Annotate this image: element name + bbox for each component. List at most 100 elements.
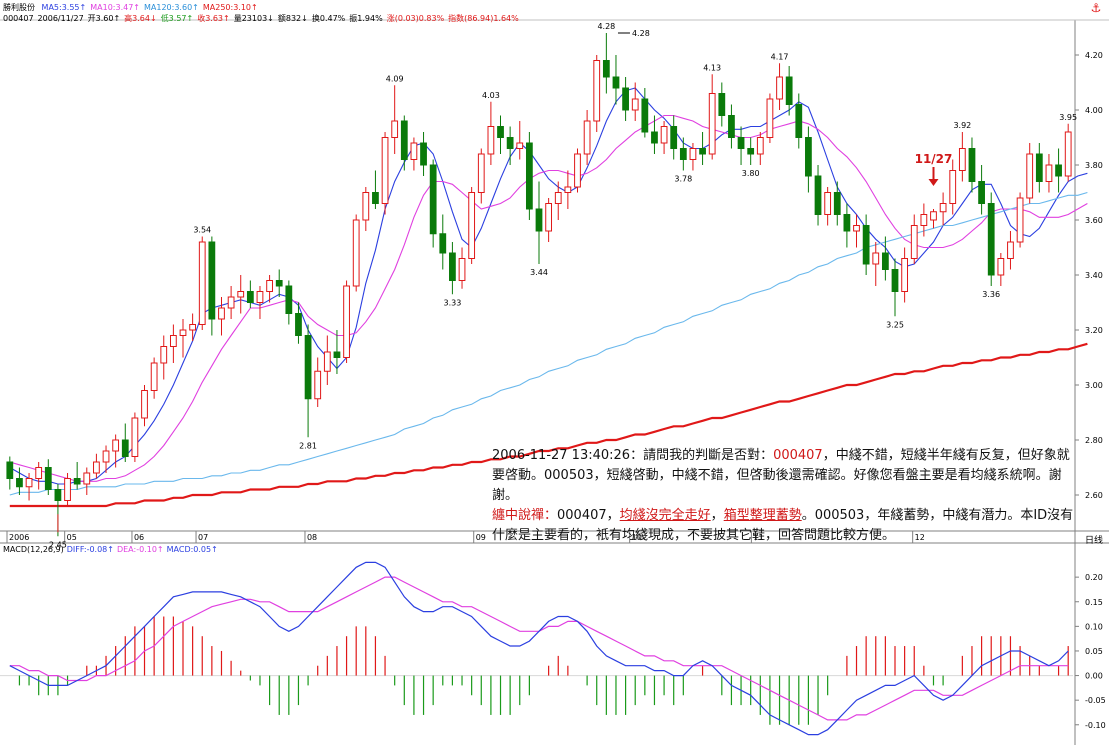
candle-body — [805, 137, 812, 177]
candle-body — [343, 285, 350, 358]
candle-body — [131, 417, 139, 457]
candle-body — [1055, 164, 1062, 177]
question-code: 000407 — [773, 448, 823, 463]
candle-body — [814, 175, 822, 215]
candle-body — [468, 192, 476, 259]
ma-legend-item-0: MA5:3.55↑ — [41, 3, 87, 12]
candle-body — [237, 291, 245, 298]
extreme-label: 3.92 — [953, 121, 971, 130]
candle-body — [602, 60, 610, 78]
extreme-label: 3.25 — [886, 320, 904, 329]
candle-body — [641, 98, 649, 133]
candle-body — [1064, 131, 1072, 177]
date-tick-label: 07 — [198, 533, 208, 542]
candle-body — [1016, 197, 1024, 243]
candle-body — [631, 98, 639, 111]
reply-rest: 。000503，年綫蓄勢，中綫有潛力。本ID沒有什麼是主要看的，衹有均綫現成，不… — [492, 508, 1074, 543]
extreme-label: 4.28 — [632, 29, 650, 38]
candle-body — [227, 296, 235, 309]
candle-body — [391, 120, 399, 138]
candle-body — [487, 126, 495, 155]
candle-body — [554, 192, 562, 204]
candle-body — [862, 225, 870, 265]
macd-legend: MACD(12,26,9) DIFF:-0.08↑ DEA:-0.10↑ MACD:0… — [3, 545, 221, 554]
macd-tick-label: -0.10 — [1085, 721, 1106, 730]
price-tick-label: 3.20 — [1085, 326, 1103, 335]
candle-body — [997, 258, 1005, 276]
extreme-label: 3.33 — [443, 298, 461, 307]
candle-body — [16, 478, 23, 488]
price-tick-label: 2.80 — [1085, 436, 1103, 445]
candle-body — [718, 93, 726, 116]
candle-body — [785, 76, 793, 105]
date-tick-label: 10 — [632, 533, 642, 542]
candle-body — [747, 148, 755, 155]
ma-legend-item-1: MA10:3.47↑ — [90, 3, 140, 12]
extreme-label: 2.45 — [49, 540, 67, 549]
quote-item-4: 低3.57↑ — [160, 14, 194, 23]
macd-tick-label: 0.10 — [1085, 622, 1103, 631]
candle-body — [439, 233, 447, 254]
candle-body — [420, 142, 427, 166]
candle-body — [64, 478, 71, 501]
candle-body — [1007, 241, 1014, 259]
candle-body — [189, 324, 197, 331]
quote-item-7: 额832↓ — [277, 14, 308, 23]
candle-body — [978, 181, 985, 204]
ma-line-ma120 — [9, 191, 1088, 496]
candle-body — [708, 93, 716, 155]
ma-legend-item-3: MA250:3.10↑ — [202, 3, 258, 12]
anchor-icon[interactable]: ⚓ — [1090, 1, 1102, 15]
candle-body — [525, 142, 533, 210]
candle-body — [853, 225, 860, 232]
diff-line — [9, 561, 1069, 736]
reply-code: 000407， — [557, 508, 620, 523]
date-marker-arrow-head — [928, 179, 939, 186]
quote-item-5: 收3.63↑ — [197, 14, 230, 23]
candle-body — [381, 137, 389, 204]
candle-body — [295, 313, 302, 336]
quote-row: 000407 2006/11/27 开3.60↑ 高3.64↓ 低3.57↑ 收3.63↑… — [3, 13, 523, 24]
candle-body — [968, 148, 976, 182]
price-tick-label: 2.60 — [1085, 491, 1103, 500]
stock-name: 勝利股份 — [3, 3, 35, 12]
candle-body — [679, 148, 687, 160]
price-tick-label: 3.60 — [1085, 216, 1103, 225]
extreme-label: 4.13 — [703, 63, 721, 72]
date-tick-label: 05 — [67, 533, 77, 542]
candle-body — [333, 351, 341, 358]
candle-body — [372, 192, 379, 204]
quote-item-1: 2006/11/27 — [37, 14, 84, 23]
candle-body — [843, 214, 851, 232]
macd-legend-item-3: MACD:0.05↑ — [166, 545, 218, 554]
question-rest: ，中綫不錯，短綫半年綫有反复，但好象就要啓動。000503，短綫啓動，中綫不錯，… — [492, 448, 1070, 503]
candle-body — [535, 208, 543, 232]
reply-mid: ， — [710, 508, 724, 523]
candle-body — [266, 280, 273, 292]
candle-body — [987, 203, 995, 276]
candle-body — [766, 98, 774, 138]
candle-body — [574, 153, 581, 188]
candle-body — [901, 258, 909, 292]
candle-body — [728, 115, 735, 138]
extreme-label: 4.09 — [386, 74, 404, 83]
dea-line — [9, 576, 1069, 721]
extreme-label: 3.80 — [742, 169, 760, 178]
candle-body — [689, 148, 697, 160]
candle-body — [121, 439, 129, 457]
candle-body — [25, 478, 33, 488]
period-label[interactable]: 日线 — [1084, 536, 1103, 546]
candle-body — [410, 142, 418, 160]
candle-body — [833, 192, 841, 215]
macd-tick-label: -0.05 — [1085, 696, 1106, 705]
date-tick-label: 2006 — [9, 533, 29, 542]
candle-body — [160, 346, 168, 364]
date-marker-label: 11/27 — [915, 152, 953, 166]
candle-body — [6, 461, 14, 479]
candle-body — [881, 252, 889, 270]
candle-body — [699, 148, 706, 155]
candle-body — [545, 203, 553, 232]
candle-body — [449, 252, 456, 281]
price-tick-label: 4.00 — [1085, 106, 1103, 115]
